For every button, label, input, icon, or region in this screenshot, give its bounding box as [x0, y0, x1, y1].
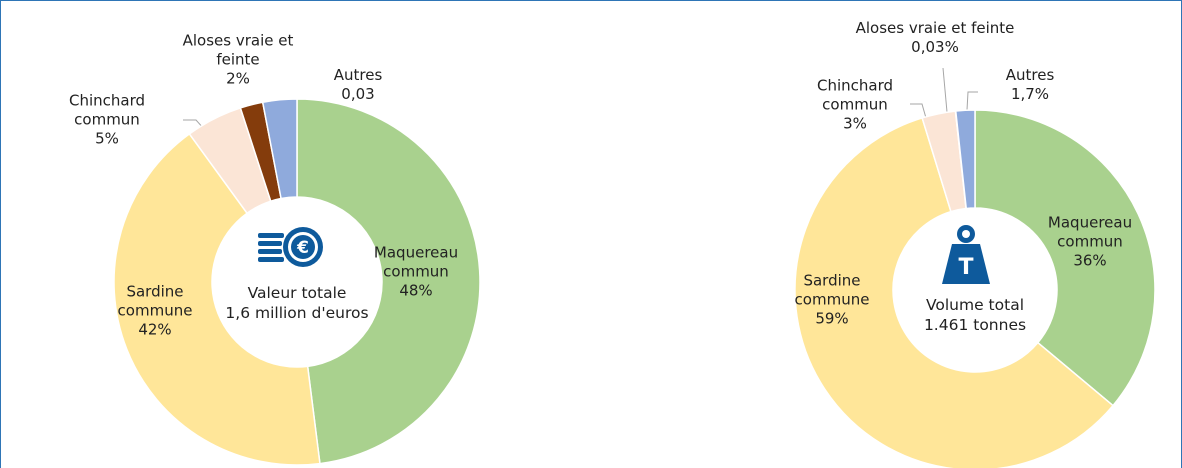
- center-text: Volume total 1.461 tonnes: [924, 295, 1026, 335]
- category-name: Maquereau commun: [373, 243, 459, 281]
- center-line: Volume total: [925, 296, 1025, 314]
- donut-slice: [974, 109, 1156, 407]
- donut-slice: [794, 116, 1115, 468]
- center-text: Valeur totale 1,6 million d'euros: [225, 283, 368, 323]
- value-label: 1,7%: [1010, 85, 1050, 103]
- slice-label: Chinchard commun 3%: [805, 77, 905, 134]
- slice-label: Maquereau commun 48%: [369, 244, 464, 301]
- svg-text:€: €: [296, 238, 309, 258]
- slice-label: Maquereau commun 36%: [1043, 214, 1138, 271]
- value-label: 42%: [138, 320, 172, 339]
- slice-label: Aloses vraie et feinte 0,03%: [825, 19, 1045, 57]
- slice-label: Chinchard commun 5%: [57, 92, 157, 149]
- category-name: Chinchard commun: [68, 91, 146, 129]
- value-label: 36%: [1073, 251, 1107, 270]
- value-label: 0,03%: [911, 38, 959, 56]
- center-line: 1,6 million d'euros: [225, 304, 369, 322]
- donut-slice: [296, 98, 481, 465]
- category-name: Aloses vraie et feinte: [855, 19, 1015, 37]
- category-name: Aloses vraie et feinte: [182, 31, 294, 69]
- euro-icon: €: [258, 227, 323, 267]
- value-label: 2%: [226, 69, 250, 88]
- category-name: Autres: [333, 66, 383, 84]
- category-name: Sardine commune: [794, 271, 870, 309]
- value-label: 5%: [95, 129, 119, 148]
- slice-label: Sardine commune 42%: [108, 283, 203, 340]
- category-name: Chinchard commun: [816, 76, 894, 114]
- donut-slice: [261, 98, 298, 200]
- slice-label: Aloses vraie et feinte 2%: [168, 32, 308, 89]
- value-label: 59%: [815, 309, 849, 328]
- center-line: Valeur totale: [247, 284, 347, 302]
- slice-label: Sardine commune 59%: [785, 272, 880, 329]
- slice-label: Autres 1,7%: [980, 66, 1080, 104]
- donut-slice: [113, 132, 321, 466]
- center-line: 1.461 tonnes: [923, 316, 1027, 334]
- value-label: 48%: [399, 281, 433, 300]
- weight-icon: T: [942, 225, 990, 284]
- donut-slice: [954, 109, 976, 210]
- slice-label: Autres 0,03: [308, 66, 408, 104]
- svg-text:T: T: [958, 255, 973, 280]
- value-label: 0,03: [341, 85, 375, 103]
- category-name: Maquereau commun: [1047, 213, 1133, 251]
- category-name: Autres: [1005, 66, 1055, 84]
- value-label: 3%: [843, 114, 867, 133]
- category-name: Sardine commune: [117, 282, 193, 320]
